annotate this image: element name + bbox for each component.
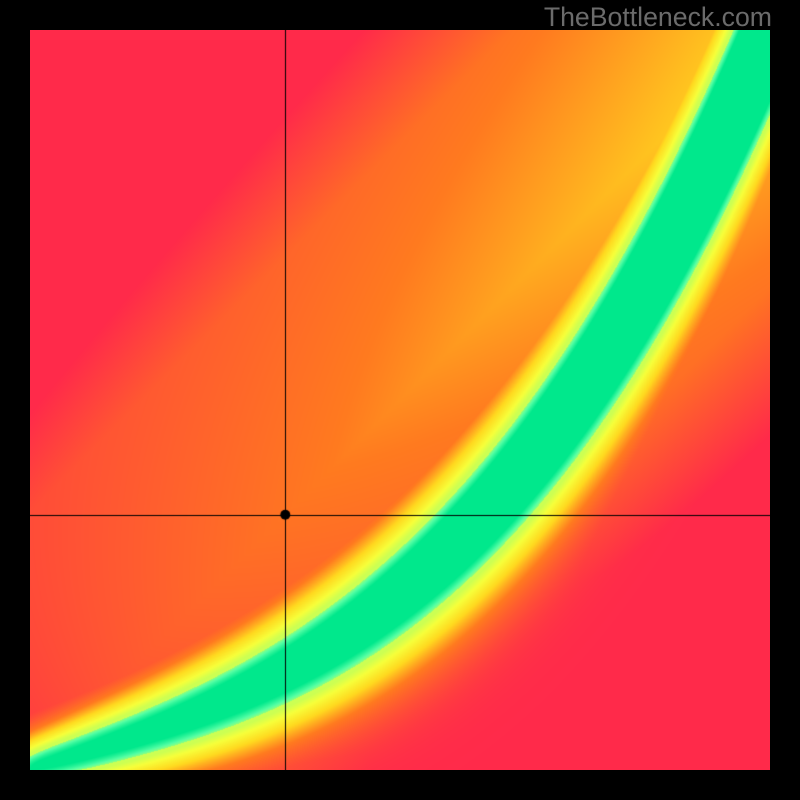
watermark-text: TheBottleneck.com (544, 2, 772, 33)
chart-container: TheBottleneck.com (0, 0, 800, 800)
bottleneck-heatmap (30, 30, 770, 770)
